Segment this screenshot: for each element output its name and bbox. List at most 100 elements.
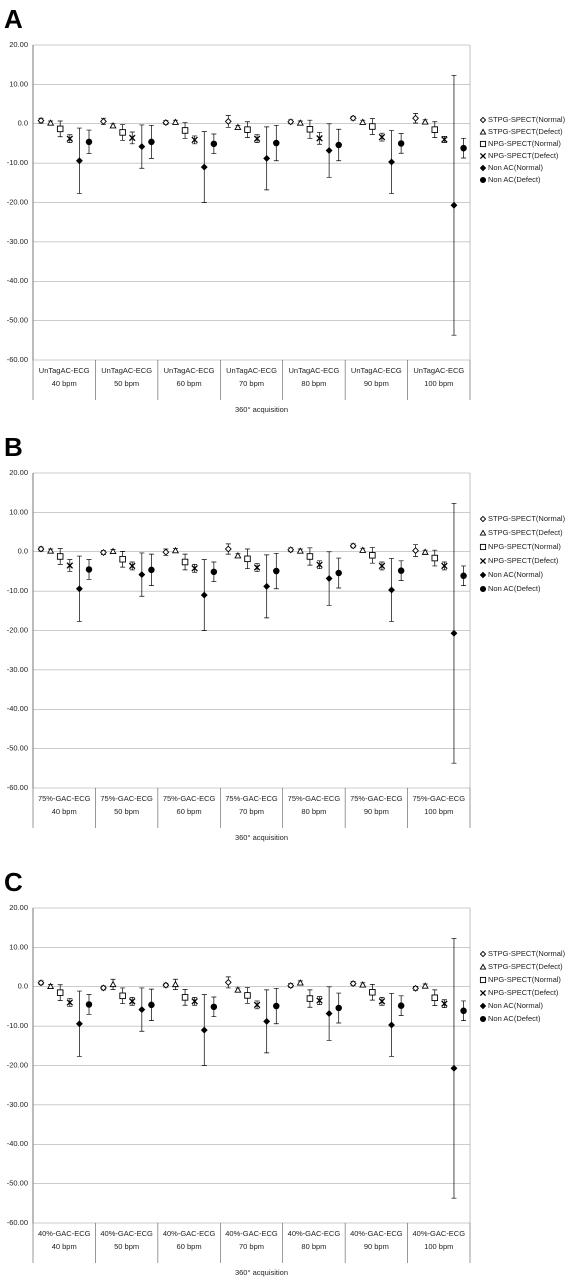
data-point <box>441 562 448 570</box>
data-point <box>273 1002 280 1010</box>
data-point <box>253 564 261 571</box>
data-point <box>460 572 467 580</box>
x-tick-label: 40 bpm <box>52 807 77 816</box>
data-point <box>287 118 295 126</box>
y-tick-label: -50.00 <box>7 316 28 325</box>
data-point <box>325 147 333 154</box>
data-point <box>148 566 155 574</box>
data-point <box>47 547 55 554</box>
y-tick-label: -60.00 <box>7 783 28 792</box>
x-tick-label: 40 bpm <box>52 379 77 388</box>
data-point <box>378 562 386 570</box>
x-tick-label: 80 bpm <box>301 807 326 816</box>
data-point <box>431 554 439 562</box>
data-point <box>316 135 323 142</box>
data-point <box>388 1021 395 1029</box>
data-point <box>306 995 314 1002</box>
data-point <box>85 138 93 146</box>
legend-label: NPG-SPECT(Normal) <box>488 542 561 551</box>
x-tick-label: UnTagAC-ECG <box>288 366 339 375</box>
data-point <box>66 999 74 1006</box>
x-tick-label: 50 bpm <box>114 807 139 816</box>
data-point <box>99 984 107 992</box>
x-tick-label: 75%-GAC-ECG <box>38 794 91 803</box>
data-point <box>378 998 386 1005</box>
data-point <box>128 562 136 570</box>
data-point <box>200 1026 208 1034</box>
legend-label: Non AC(Defect) <box>488 584 541 593</box>
data-point <box>253 135 261 142</box>
data-point <box>349 114 357 122</box>
legend-marker <box>479 585 487 593</box>
y-tick-label: -20.00 <box>7 197 28 206</box>
data-point <box>138 143 146 151</box>
x-axis-title: 360° acquisition <box>235 1268 288 1277</box>
data-point <box>359 981 367 988</box>
data-point <box>148 1001 155 1009</box>
y-tick-label: -60.00 <box>7 355 28 364</box>
panel-label: A <box>4 4 23 34</box>
data-point <box>349 980 357 988</box>
data-point <box>273 139 280 147</box>
data-point <box>460 144 467 152</box>
data-point <box>244 555 251 563</box>
data-point <box>162 981 170 989</box>
legend-marker <box>479 515 487 523</box>
data-point <box>431 126 439 133</box>
data-point <box>253 1001 261 1009</box>
data-point <box>99 117 107 125</box>
x-tick-label: UnTagAC-ECG <box>226 366 277 375</box>
data-point <box>412 984 420 992</box>
legend-marker <box>479 1015 487 1023</box>
data-point <box>171 118 180 125</box>
x-tick-label: 40%-GAC-ECG <box>100 1229 153 1238</box>
x-tick-label: 60 bpm <box>177 379 202 388</box>
x-tick-label: UnTagAC-ECG <box>351 366 402 375</box>
y-tick-label: -40.00 <box>7 704 28 713</box>
data-point <box>224 117 232 125</box>
legend-marker <box>479 950 487 958</box>
y-tick-label: -10.00 <box>7 586 28 595</box>
data-point <box>85 566 93 573</box>
x-tick-label: 70 bpm <box>239 1242 264 1251</box>
data-point <box>37 545 45 553</box>
y-tick-label: -30.00 <box>7 237 28 246</box>
x-tick-label: 60 bpm <box>177 807 202 816</box>
data-point <box>421 118 429 125</box>
data-point <box>138 571 146 579</box>
data-point <box>287 982 295 990</box>
y-tick-label: -60.00 <box>7 1218 28 1227</box>
x-tick-label: 80 bpm <box>301 1242 326 1251</box>
data-point <box>47 982 55 990</box>
legend-marker <box>479 557 487 565</box>
data-point <box>119 992 126 1000</box>
legend-marker <box>479 543 487 551</box>
legend-label: Non AC(Normal) <box>488 163 544 172</box>
y-tick-label: -10.00 <box>7 158 28 167</box>
data-point <box>75 157 83 165</box>
y-tick-label: -10.00 <box>7 1021 28 1030</box>
x-tick-label: 40 bpm <box>52 1242 77 1251</box>
data-point <box>460 1007 467 1015</box>
y-tick-label: -40.00 <box>7 1139 28 1148</box>
x-tick-label: 70 bpm <box>239 807 264 816</box>
y-tick-label: -50.00 <box>7 744 28 753</box>
data-point <box>109 121 117 129</box>
legend-label: NPG-SPECT(Normal) <box>488 975 561 984</box>
x-tick-label: 100 bpm <box>424 1242 453 1251</box>
data-point <box>263 154 271 162</box>
y-tick-label: 0.0 <box>18 547 28 556</box>
data-point <box>378 133 386 141</box>
data-point <box>441 136 448 143</box>
data-point <box>316 561 323 569</box>
data-point <box>397 140 405 147</box>
x-tick-label: 40%-GAC-ECG <box>163 1229 216 1238</box>
x-tick-label: 75%-GAC-ECG <box>413 794 466 803</box>
data-point <box>349 542 357 550</box>
data-point <box>171 980 180 988</box>
data-point <box>359 546 367 553</box>
x-tick-label: 75%-GAC-ECG <box>225 794 278 803</box>
x-tick-label: 40%-GAC-ECG <box>225 1229 278 1238</box>
x-tick-label: 40%-GAC-ECG <box>38 1229 91 1238</box>
